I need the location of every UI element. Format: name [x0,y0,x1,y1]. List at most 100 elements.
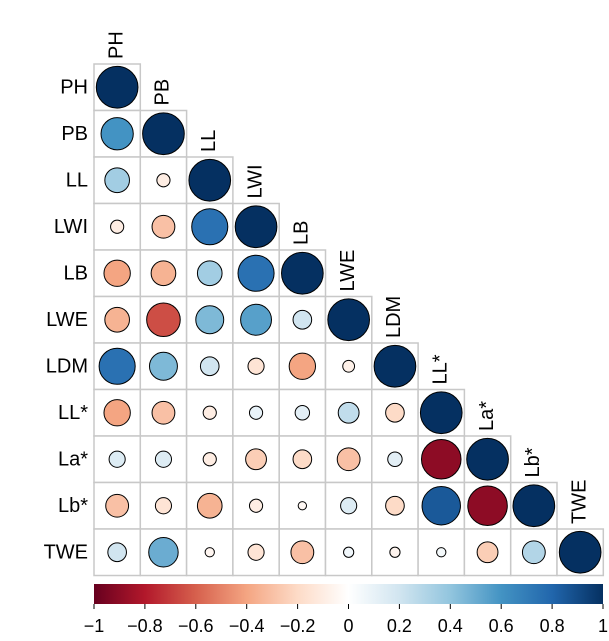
corr-circle [150,260,177,287]
corr-circle [195,305,225,335]
corr-circle [98,347,136,385]
row-label: LB [64,263,88,285]
corr-circle [247,543,265,561]
corr-circle [385,495,405,516]
corr-circle [336,447,361,472]
corr-circle [467,485,508,527]
corr-circle [196,260,223,287]
corr-circle [297,501,308,511]
corr-circle [151,400,176,425]
corr-circle [196,492,223,519]
cell [139,202,188,251]
corr-circle [337,401,360,424]
corr-circle [237,254,275,292]
corr-circle [142,112,185,156]
corr-circle [466,437,509,481]
colorbar-tick-label: 0.8 [540,616,565,636]
colorbar-tick-label: 1 [598,616,608,636]
colorbar-tick-label: −0.6 [178,616,214,636]
corr-circle [202,405,217,420]
corr-circle [512,484,556,528]
colorbar [94,584,603,604]
corr-circle [245,448,267,471]
corr-circle [373,344,417,388]
corr-circle [234,205,278,249]
corr-circle [95,65,139,109]
corr-circle [340,497,358,515]
corr-circle [385,402,405,423]
row-label: PB [61,123,88,145]
colorbar-tick-label: 0.6 [489,616,514,636]
corr-circle [288,352,317,380]
corr-circle [103,259,131,287]
column-label: LL* [430,354,452,384]
column-label: Lb* [522,447,544,477]
colorbar-tick-label: 0.2 [387,616,412,636]
corr-circle [240,303,273,336]
corr-circle [104,167,130,194]
corr-circle [558,530,602,574]
row-label: TWE [44,542,88,564]
corr-circle [343,546,355,558]
row-label: La* [58,449,88,471]
row-label: LDM [46,356,88,378]
corr-circle [110,219,125,234]
corr-circle [103,399,131,427]
row-label: Lb* [58,495,88,517]
corr-circle [191,208,229,246]
corr-circle [202,452,217,467]
corr-circle [148,537,179,568]
corr-circle [342,359,356,373]
column-label: LWE [337,250,359,292]
row-label: LL* [58,402,88,424]
corr-circle [419,391,463,435]
corr-circle [247,357,265,375]
column-label: PB [152,79,174,106]
column-label: LWI [244,164,266,198]
corr-circle [154,450,173,468]
corr-circle [476,541,499,564]
corr-circle [436,547,447,558]
row-label: LWI [54,216,88,238]
row-label: LL [66,170,88,192]
colorbar-tick-label: −0.4 [229,616,265,636]
column-label: La* [476,401,498,431]
colorbar-tick-label: −0.8 [127,616,163,636]
corr-circle [154,497,173,515]
corr-circle [420,438,462,480]
row-label: PH [60,77,88,99]
corr-circle [148,351,178,381]
column-label: PH [105,31,127,59]
corr-circle [105,493,130,518]
corr-circle [327,298,370,342]
corr-circle [188,158,232,202]
corr-circle [294,405,311,421]
corr-circle [108,450,126,468]
column-label: LDM [383,296,405,338]
corr-circle [151,214,176,239]
column-label: TWE [568,480,590,524]
corr-circle [290,540,315,565]
colorbar-tick-label: −1 [84,616,105,636]
column-label: LB [291,221,313,245]
colorbar-tick-label: −0.2 [280,616,316,636]
colorbar-tick-label: 0.4 [438,616,463,636]
colorbar-tick-label: 0 [343,616,353,636]
corr-circle [107,542,127,563]
corr-circle [146,302,181,338]
corr-circle [292,309,313,330]
corr-circle [204,547,215,558]
corr-circle [156,173,171,188]
corr-circle [248,498,264,513]
corr-circle [199,356,220,377]
column-label: LL [198,130,220,152]
corr-circle [104,306,130,333]
corr-circle [281,251,324,295]
corr-circle [292,449,313,470]
corr-circle [387,451,403,467]
row-label: LWE [46,309,88,331]
corr-circle [389,546,401,558]
corr-circle [421,486,461,526]
corr-circle [100,117,134,151]
